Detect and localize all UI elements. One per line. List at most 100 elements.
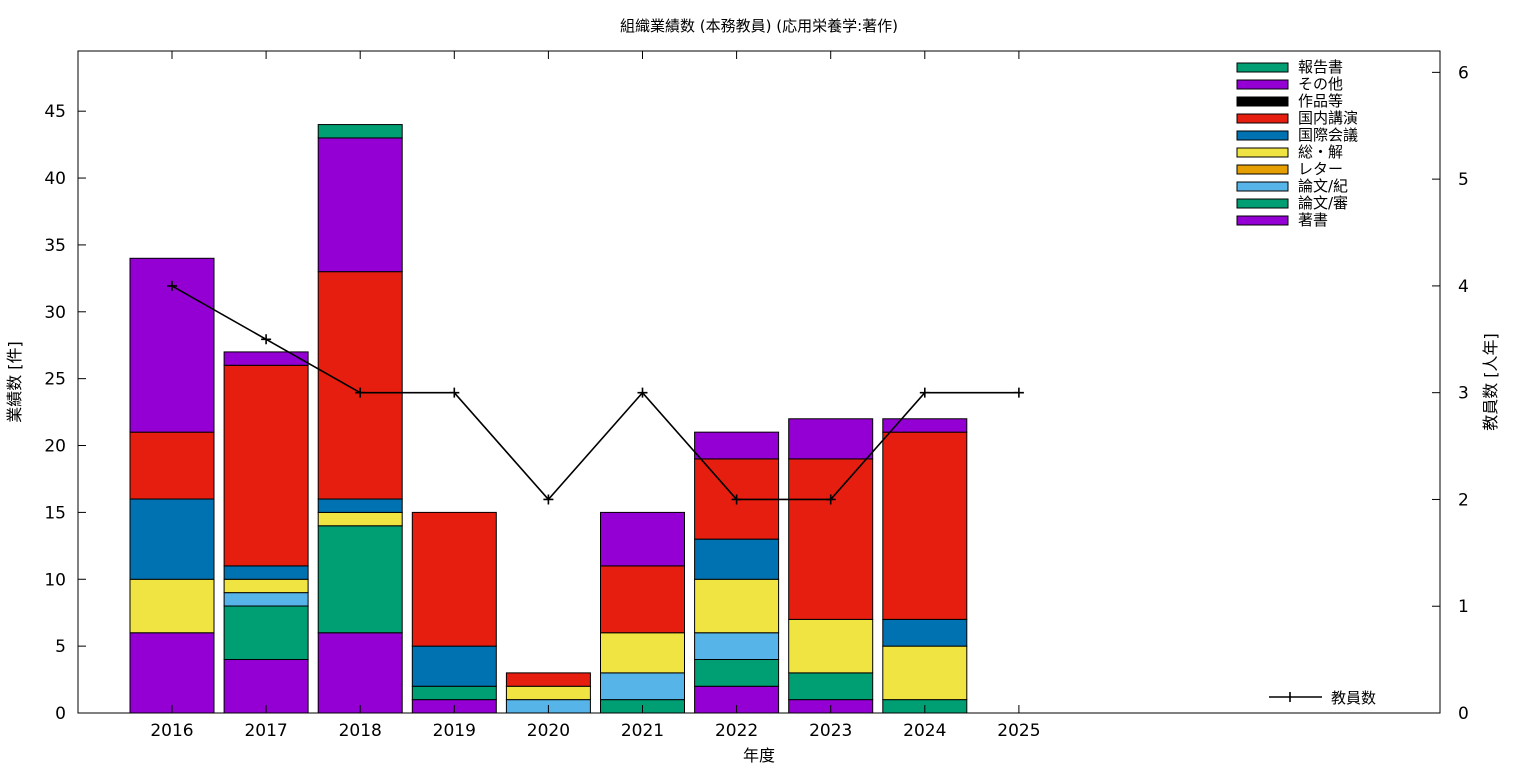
legend-label: 論文/審 bbox=[1298, 194, 1348, 212]
faculty-count-point bbox=[1013, 387, 1024, 398]
bar-segment bbox=[129, 578, 215, 634]
faculty-count-point bbox=[543, 494, 554, 505]
y2-tick-label: 5 bbox=[1458, 170, 1469, 190]
x-tick-label: 2021 bbox=[621, 721, 664, 741]
faculty-count-point bbox=[825, 494, 836, 505]
legend-swatch bbox=[1236, 96, 1289, 107]
bar-segment bbox=[129, 498, 215, 580]
y2-tick-label: 0 bbox=[1458, 704, 1469, 724]
bar-segment bbox=[694, 632, 780, 661]
legend-swatch bbox=[1236, 79, 1289, 90]
bar-segment bbox=[317, 271, 403, 500]
legend-swatch bbox=[1236, 181, 1289, 192]
chart-title: 組織業績数 (本務教員) (応用栄養学:著作) bbox=[620, 17, 898, 35]
bar-segment bbox=[600, 565, 685, 634]
y2-tick-label: 6 bbox=[1458, 63, 1469, 83]
y-tick-label: 5 bbox=[55, 637, 66, 657]
faculty-count-point bbox=[637, 387, 648, 398]
bar-segment bbox=[129, 632, 215, 714]
bar-segment bbox=[882, 418, 968, 433]
x-tick-label: 2024 bbox=[903, 721, 946, 741]
y-tick-label: 45 bbox=[44, 102, 66, 122]
x-axis-label: 年度 bbox=[743, 746, 775, 765]
bar-segment bbox=[694, 431, 780, 460]
bar-segment bbox=[505, 672, 591, 687]
bar-segment bbox=[411, 685, 497, 701]
legend-swatch bbox=[1236, 164, 1289, 175]
bar-segment bbox=[600, 632, 685, 674]
bar-segment bbox=[788, 672, 874, 701]
legend-label: 国際会議 bbox=[1298, 126, 1358, 144]
legend-swatch bbox=[1236, 62, 1289, 73]
bar-segment bbox=[223, 565, 309, 580]
x-tick-label: 2020 bbox=[527, 721, 570, 741]
x-tick-label: 2023 bbox=[809, 721, 852, 741]
bar-segment bbox=[223, 351, 309, 366]
bar-segment bbox=[317, 498, 403, 513]
plot-frame bbox=[77, 50, 1441, 714]
bar-segment bbox=[317, 525, 403, 634]
x-tick-label: 2025 bbox=[997, 721, 1040, 741]
bar-segment bbox=[223, 578, 309, 594]
line-legend: 教員数 bbox=[1269, 689, 1376, 707]
bar-segment bbox=[600, 511, 685, 567]
bar-segment bbox=[223, 605, 309, 661]
legend-swatch bbox=[1236, 130, 1289, 141]
y2-tick-label: 1 bbox=[1458, 597, 1469, 617]
faculty-count-polyline bbox=[171, 285, 1019, 501]
legend-label: 報告書 bbox=[1298, 58, 1343, 76]
faculty-count-point bbox=[731, 494, 742, 505]
bar-segment bbox=[223, 364, 309, 567]
legend-label: 総・解 bbox=[1298, 143, 1343, 161]
x-tick-label: 2019 bbox=[433, 721, 476, 741]
y2-tick-label: 3 bbox=[1458, 384, 1469, 404]
bar-segment bbox=[600, 672, 685, 701]
faculty-count-point bbox=[449, 387, 460, 398]
bar-segment bbox=[788, 418, 874, 460]
bar-segment bbox=[694, 659, 780, 687]
bar-segment bbox=[788, 458, 874, 620]
legend-swatch bbox=[1236, 147, 1289, 158]
legend-swatch bbox=[1236, 113, 1289, 124]
bar-segment bbox=[882, 618, 968, 647]
y-tick-label: 20 bbox=[44, 437, 66, 457]
y-axis-label: 業績数 [件] bbox=[5, 341, 24, 423]
legend-label: 論文/紀 bbox=[1298, 177, 1348, 195]
x-tick-label: 2016 bbox=[150, 721, 193, 741]
y-tick-label: 25 bbox=[44, 370, 66, 390]
bars bbox=[129, 124, 968, 714]
bar-segment bbox=[317, 511, 403, 527]
bar-segment bbox=[317, 632, 403, 714]
bar-segment bbox=[223, 659, 309, 714]
y-tick-label: 10 bbox=[44, 570, 66, 590]
bar-segment bbox=[694, 578, 780, 634]
faculty-count-line bbox=[167, 280, 1024, 505]
bar-segment bbox=[317, 137, 403, 273]
y2-tick-label: 2 bbox=[1458, 490, 1469, 510]
line-legend-label: 教員数 bbox=[1331, 689, 1376, 707]
y-tick-label: 30 bbox=[44, 303, 66, 323]
bar-segment bbox=[317, 124, 403, 139]
y-tick-label: 35 bbox=[44, 236, 66, 256]
y-tick-label: 15 bbox=[44, 503, 66, 523]
bar-segment bbox=[694, 538, 780, 580]
bar-segment bbox=[411, 511, 497, 647]
bar-segment bbox=[411, 645, 497, 687]
x-tick-label: 2018 bbox=[339, 721, 382, 741]
faculty-count-point bbox=[167, 280, 177, 291]
bar-segment bbox=[788, 618, 874, 674]
x-tick-label: 2022 bbox=[715, 721, 758, 741]
legend-swatch bbox=[1236, 215, 1289, 226]
legend-label: 作品等 bbox=[1298, 92, 1343, 110]
y2-tick-label: 4 bbox=[1458, 277, 1469, 297]
y-tick-label: 40 bbox=[44, 169, 66, 189]
bar-segment bbox=[882, 645, 968, 701]
bar-segment bbox=[223, 592, 309, 607]
legend-label: 著書 bbox=[1298, 211, 1328, 229]
y-tick-label: 0 bbox=[55, 704, 66, 724]
legend-label: その他 bbox=[1298, 75, 1343, 93]
faculty-count-point bbox=[261, 334, 272, 345]
